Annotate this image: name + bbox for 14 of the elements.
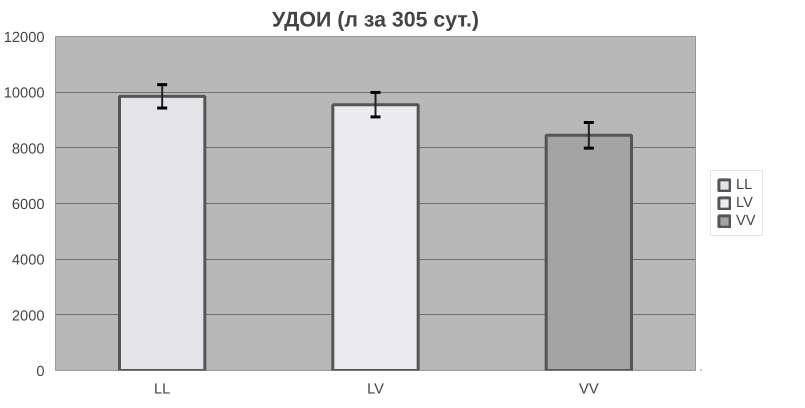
y-tick-label: 8000 — [12, 141, 45, 158]
y-tick-label: 12000 — [4, 30, 45, 46]
y-tick-label: 6000 — [12, 197, 45, 213]
legend-label: VV — [736, 213, 756, 229]
y-tick-label: 10000 — [4, 86, 45, 102]
chart-title: УДОИ (л за 305 сут.) — [272, 8, 480, 32]
y-tick-label: 0 — [36, 364, 45, 380]
y-tick-label: 4000 — [12, 252, 45, 269]
x-tick-label: LV — [367, 382, 384, 398]
x-tick-label: LL — [154, 382, 170, 398]
x-tick-label: VV — [579, 382, 599, 398]
legend-label: LV — [736, 195, 754, 211]
legend-label: LL — [736, 177, 754, 193]
y-tick-label: 2000 — [12, 308, 45, 324]
